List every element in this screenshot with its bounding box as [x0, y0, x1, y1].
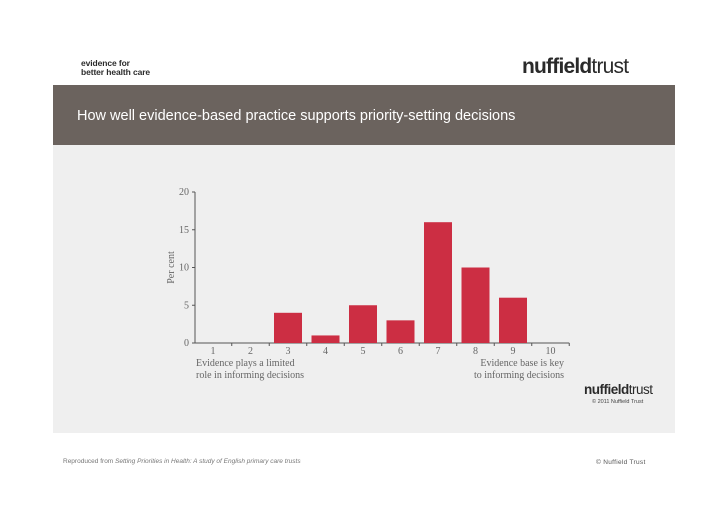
y-axis-label: Per cent [166, 251, 177, 284]
x-tick-label: 3 [286, 346, 291, 357]
y-tick-label: 20 [179, 187, 189, 198]
bar [424, 222, 452, 343]
slide-title: How well evidence-based practice support… [77, 108, 516, 124]
title-band [53, 85, 675, 145]
bar [274, 312, 302, 343]
left-annotation-line: Evidence plays a limited [196, 358, 295, 369]
chart-copyright: © 2011 Nuffield Trust [592, 399, 644, 405]
right-annotation-line: Evidence base is key [480, 358, 564, 369]
bar [461, 267, 490, 343]
y-tick-label: 10 [179, 263, 189, 274]
bar-chart: 0 5 10 15 20 Per cent 1 2 3 4 5 6 7 8 9 10 Evidence play… [166, 187, 570, 381]
left-annotation-line: role in informing decisions [196, 370, 304, 381]
x-tick-label: 6 [398, 346, 403, 357]
bar [499, 297, 527, 343]
tagline: evidence for better health care [81, 59, 150, 77]
tagline-line-1: evidence for [81, 58, 130, 68]
footer-source-prefix: Reproduced from [63, 458, 116, 465]
nuffield-trust-logo: nuffieldtrust [522, 55, 629, 79]
chart-logo-word-trust: trust [628, 382, 653, 397]
logo-word-nuffield: nuffield [522, 55, 592, 78]
x-tick-label: 7 [436, 346, 441, 357]
x-tick-label: 2 [248, 346, 253, 357]
x-tick-label: 4 [323, 346, 328, 357]
footer-source: Reproduced from Setting Priorities in He… [63, 458, 301, 465]
tagline-line-2: better health care [81, 67, 151, 77]
y-tick-label: 15 [179, 225, 189, 236]
x-tick-label: 8 [473, 346, 478, 357]
x-tick-label: 9 [511, 346, 516, 357]
bar [386, 320, 415, 343]
y-tick-label: 0 [184, 338, 189, 349]
chart-logo-word-nuffield: nuffield [584, 382, 629, 397]
right-annotation-line: to informing decisions [474, 370, 564, 381]
logo-word-trust: trust [591, 55, 629, 78]
bar [311, 335, 340, 343]
footer-copyright: © Nuffield Trust [596, 459, 646, 466]
chart-logo: nuffieldtrust [584, 382, 653, 397]
x-tick-label: 10 [546, 346, 556, 357]
y-tick-label: 5 [184, 300, 189, 311]
bar [349, 305, 377, 343]
chart-panel: 0 5 10 15 20 Per cent 1 2 3 4 5 6 7 8 9 10 Evidence play… [53, 145, 675, 433]
x-tick-label: 5 [361, 346, 366, 357]
x-tick-label: 1 [211, 346, 216, 357]
footer-source-title: Setting Priorities in Health: A study of… [115, 458, 301, 465]
